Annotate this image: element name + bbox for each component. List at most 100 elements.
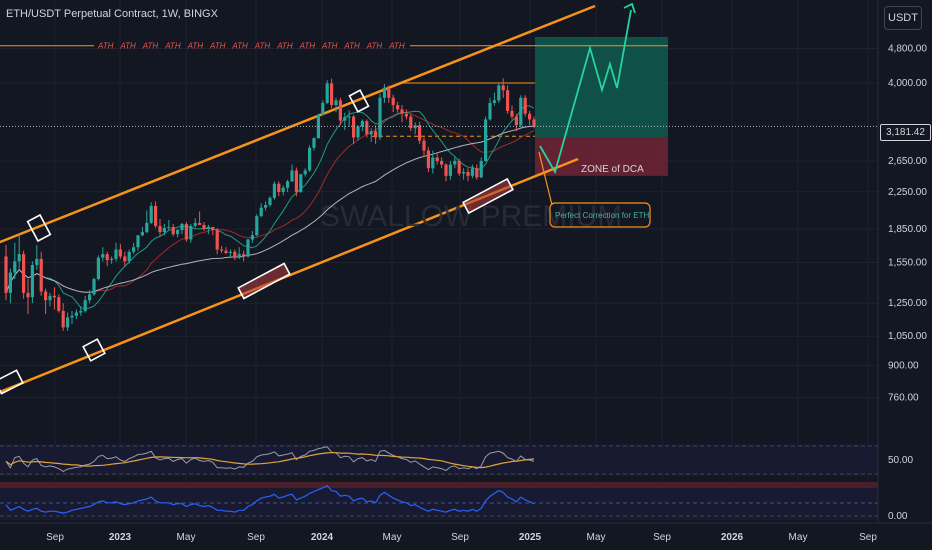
candle-body: [396, 105, 400, 110]
touch-point-box: [237, 262, 291, 300]
candle-body: [277, 183, 281, 192]
price-axis-label: 1,250.00: [888, 298, 927, 309]
time-axis-label: Sep: [247, 532, 265, 543]
price-axis-label: 2,650.00: [888, 156, 927, 167]
projection-path: [539, 9, 632, 175]
candle-body: [255, 216, 259, 236]
candle-body: [501, 85, 505, 91]
candle-body: [382, 87, 386, 98]
candle-body: [440, 160, 444, 165]
rsi-line: [5, 446, 535, 472]
touch-point-box: [462, 177, 514, 215]
candle-body: [413, 125, 417, 129]
candle-body: [290, 170, 294, 182]
candle-body: [88, 294, 92, 301]
candle-body: [286, 181, 290, 188]
rsi-level-label: 50.00: [888, 455, 913, 466]
candle-body: [233, 251, 237, 258]
candle-body: [114, 249, 118, 259]
candle-body: [299, 174, 303, 192]
candle-body: [484, 119, 488, 161]
candle-body: [127, 251, 131, 262]
candle-body: [374, 131, 378, 138]
candle-body: [435, 157, 439, 161]
candle-body: [92, 279, 96, 295]
time-axis-label: Sep: [451, 532, 469, 543]
candle-body: [497, 85, 501, 101]
candle-body: [202, 224, 206, 229]
candle-body: [281, 187, 285, 192]
candle-body: [387, 87, 391, 98]
projection-arrow: [623, 2, 636, 14]
ath-label: ATH: [388, 42, 405, 51]
candle-body: [404, 113, 408, 117]
candle-body: [44, 291, 48, 301]
ath-label: ATH: [321, 42, 338, 51]
candle-body: [475, 168, 479, 178]
price-axis-label: 900.00: [888, 360, 919, 371]
candle-body: [426, 150, 430, 169]
candle-body: [356, 126, 360, 138]
currency-unit-button[interactable]: USDT: [884, 6, 922, 30]
candle-body: [365, 121, 369, 135]
oscillator-line: [5, 485, 535, 514]
callout-line: [538, 151, 553, 206]
ath-label: ATH: [142, 42, 159, 51]
time-axis-label: May: [383, 532, 402, 543]
candle-body: [343, 117, 347, 121]
ath-label: ATH: [164, 42, 181, 51]
ma-green-line: [5, 105, 535, 310]
candle-body: [13, 261, 17, 273]
candle-body: [4, 256, 8, 293]
candle-body: [79, 310, 83, 313]
candle-body: [242, 254, 246, 257]
candle-body: [224, 250, 228, 253]
candle-body: [312, 138, 316, 148]
candle-body: [30, 264, 34, 298]
candle-body: [259, 207, 263, 217]
candle-body: [154, 205, 158, 226]
candle-body: [132, 247, 136, 252]
candle-body: [470, 168, 474, 176]
ath-label: ATH: [97, 42, 114, 51]
candle-body: [171, 226, 175, 235]
ath-label: ATH: [209, 42, 226, 51]
time-axis-label: Sep: [46, 532, 64, 543]
candle-body: [506, 90, 510, 111]
candle-body: [400, 109, 404, 114]
candle-body: [391, 97, 395, 106]
candle-body: [264, 204, 268, 208]
touch-point-box: [348, 89, 370, 113]
candle-body: [22, 254, 26, 293]
candle-body: [479, 160, 483, 178]
time-axis-label: May: [789, 532, 808, 543]
time-axis-label: 2023: [109, 532, 132, 543]
price-axis-label: 1,550.00: [888, 257, 927, 268]
dca-zone-label: ZONE of DCA: [581, 164, 644, 175]
osc-pane: [0, 488, 878, 520]
time-axis-label: Sep: [653, 532, 671, 543]
candle-body: [360, 121, 364, 127]
candle-body: [422, 140, 426, 151]
candle-body: [308, 147, 312, 171]
candle-body: [369, 131, 373, 135]
candle-body: [57, 297, 61, 311]
candle-body: [523, 97, 527, 114]
price-axis-label: 1,850.00: [888, 224, 927, 235]
candle-body: [514, 116, 518, 126]
dca-zone: [535, 137, 668, 176]
candle-body: [189, 225, 193, 240]
ath-label: ATH: [254, 42, 271, 51]
candle-body: [330, 83, 334, 106]
candle-body: [338, 100, 342, 121]
current-price-tag: 3,181.42: [880, 124, 931, 141]
candle-body: [246, 239, 250, 257]
candle-body: [215, 230, 219, 250]
candle-body: [176, 230, 180, 235]
candle-body: [206, 226, 210, 229]
candle-body: [303, 170, 307, 175]
price-axis-label: 4,800.00: [888, 43, 927, 54]
time-axis-label: 2025: [519, 532, 542, 543]
price-axis-label: 4,000.00: [888, 78, 927, 89]
